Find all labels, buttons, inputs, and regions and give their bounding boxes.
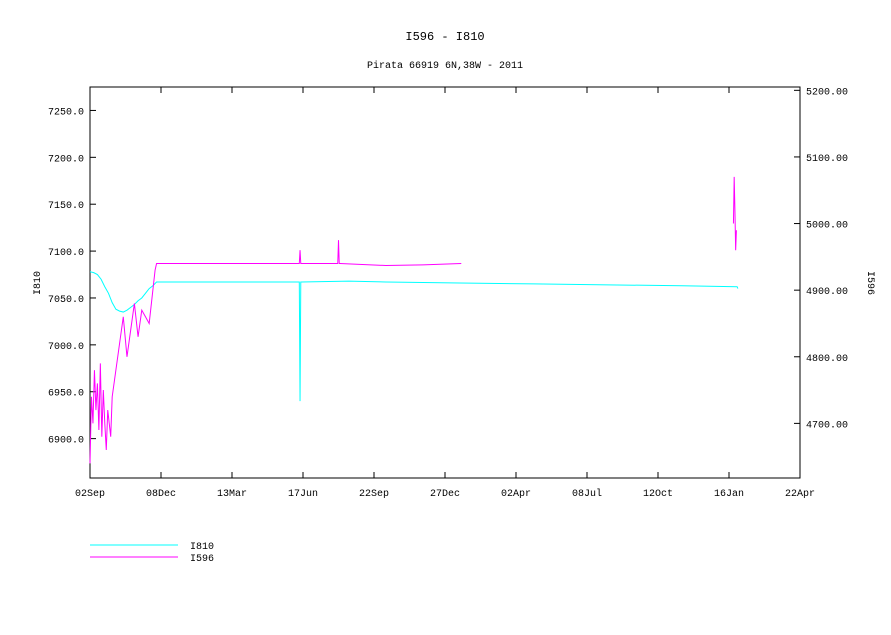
x-tick-label: 02Apr	[501, 489, 531, 500]
y-tick-label: 6950.0	[48, 389, 84, 400]
y-tick-label: 7100.0	[48, 248, 84, 259]
y2-tick-label: 5200.00	[806, 87, 848, 98]
y-tick-label: 7250.0	[48, 107, 84, 118]
x-tick-label: 12Oct	[643, 489, 673, 500]
x-tick-label: 27Dec	[430, 489, 460, 500]
y-tick-label: 7000.0	[48, 342, 84, 353]
y-axis-label: I810	[33, 271, 44, 295]
x-tick-label: 02Sep	[75, 489, 105, 500]
series-line	[89, 176, 737, 464]
x-tick-label: 22Apr	[785, 489, 815, 500]
x-tick-label: 08Dec	[146, 489, 176, 500]
y-tick-label: 6900.0	[48, 436, 84, 447]
legend-label: I810	[190, 542, 214, 553]
y2-tick-label: 4900.00	[806, 287, 848, 298]
y2-tick-label: 5000.00	[806, 221, 848, 232]
x-tick-label: 16Jan	[714, 489, 744, 500]
y2-tick-label: 4800.00	[806, 354, 848, 365]
legend-label: I596	[190, 554, 214, 565]
x-tick-label: 08Jul	[572, 488, 602, 500]
x-tick-label: 22Sep	[359, 489, 389, 500]
y-tick-label: 7200.0	[48, 154, 84, 165]
y2-axis-label: I596	[864, 271, 875, 295]
series-line	[89, 271, 739, 402]
chart-subtitle: Pirata 66919 6N,38W - 2011	[367, 60, 523, 72]
y-tick-label: 7150.0	[48, 201, 84, 212]
y-tick-label: 7050.0	[48, 295, 84, 306]
x-tick-label: 17Jun	[288, 489, 318, 500]
x-tick-label: 13Mar	[217, 489, 247, 500]
chart-title: I596 - I810	[405, 30, 484, 44]
y2-tick-label: 5100.00	[806, 154, 848, 165]
y2-tick-label: 4700.00	[806, 420, 848, 431]
